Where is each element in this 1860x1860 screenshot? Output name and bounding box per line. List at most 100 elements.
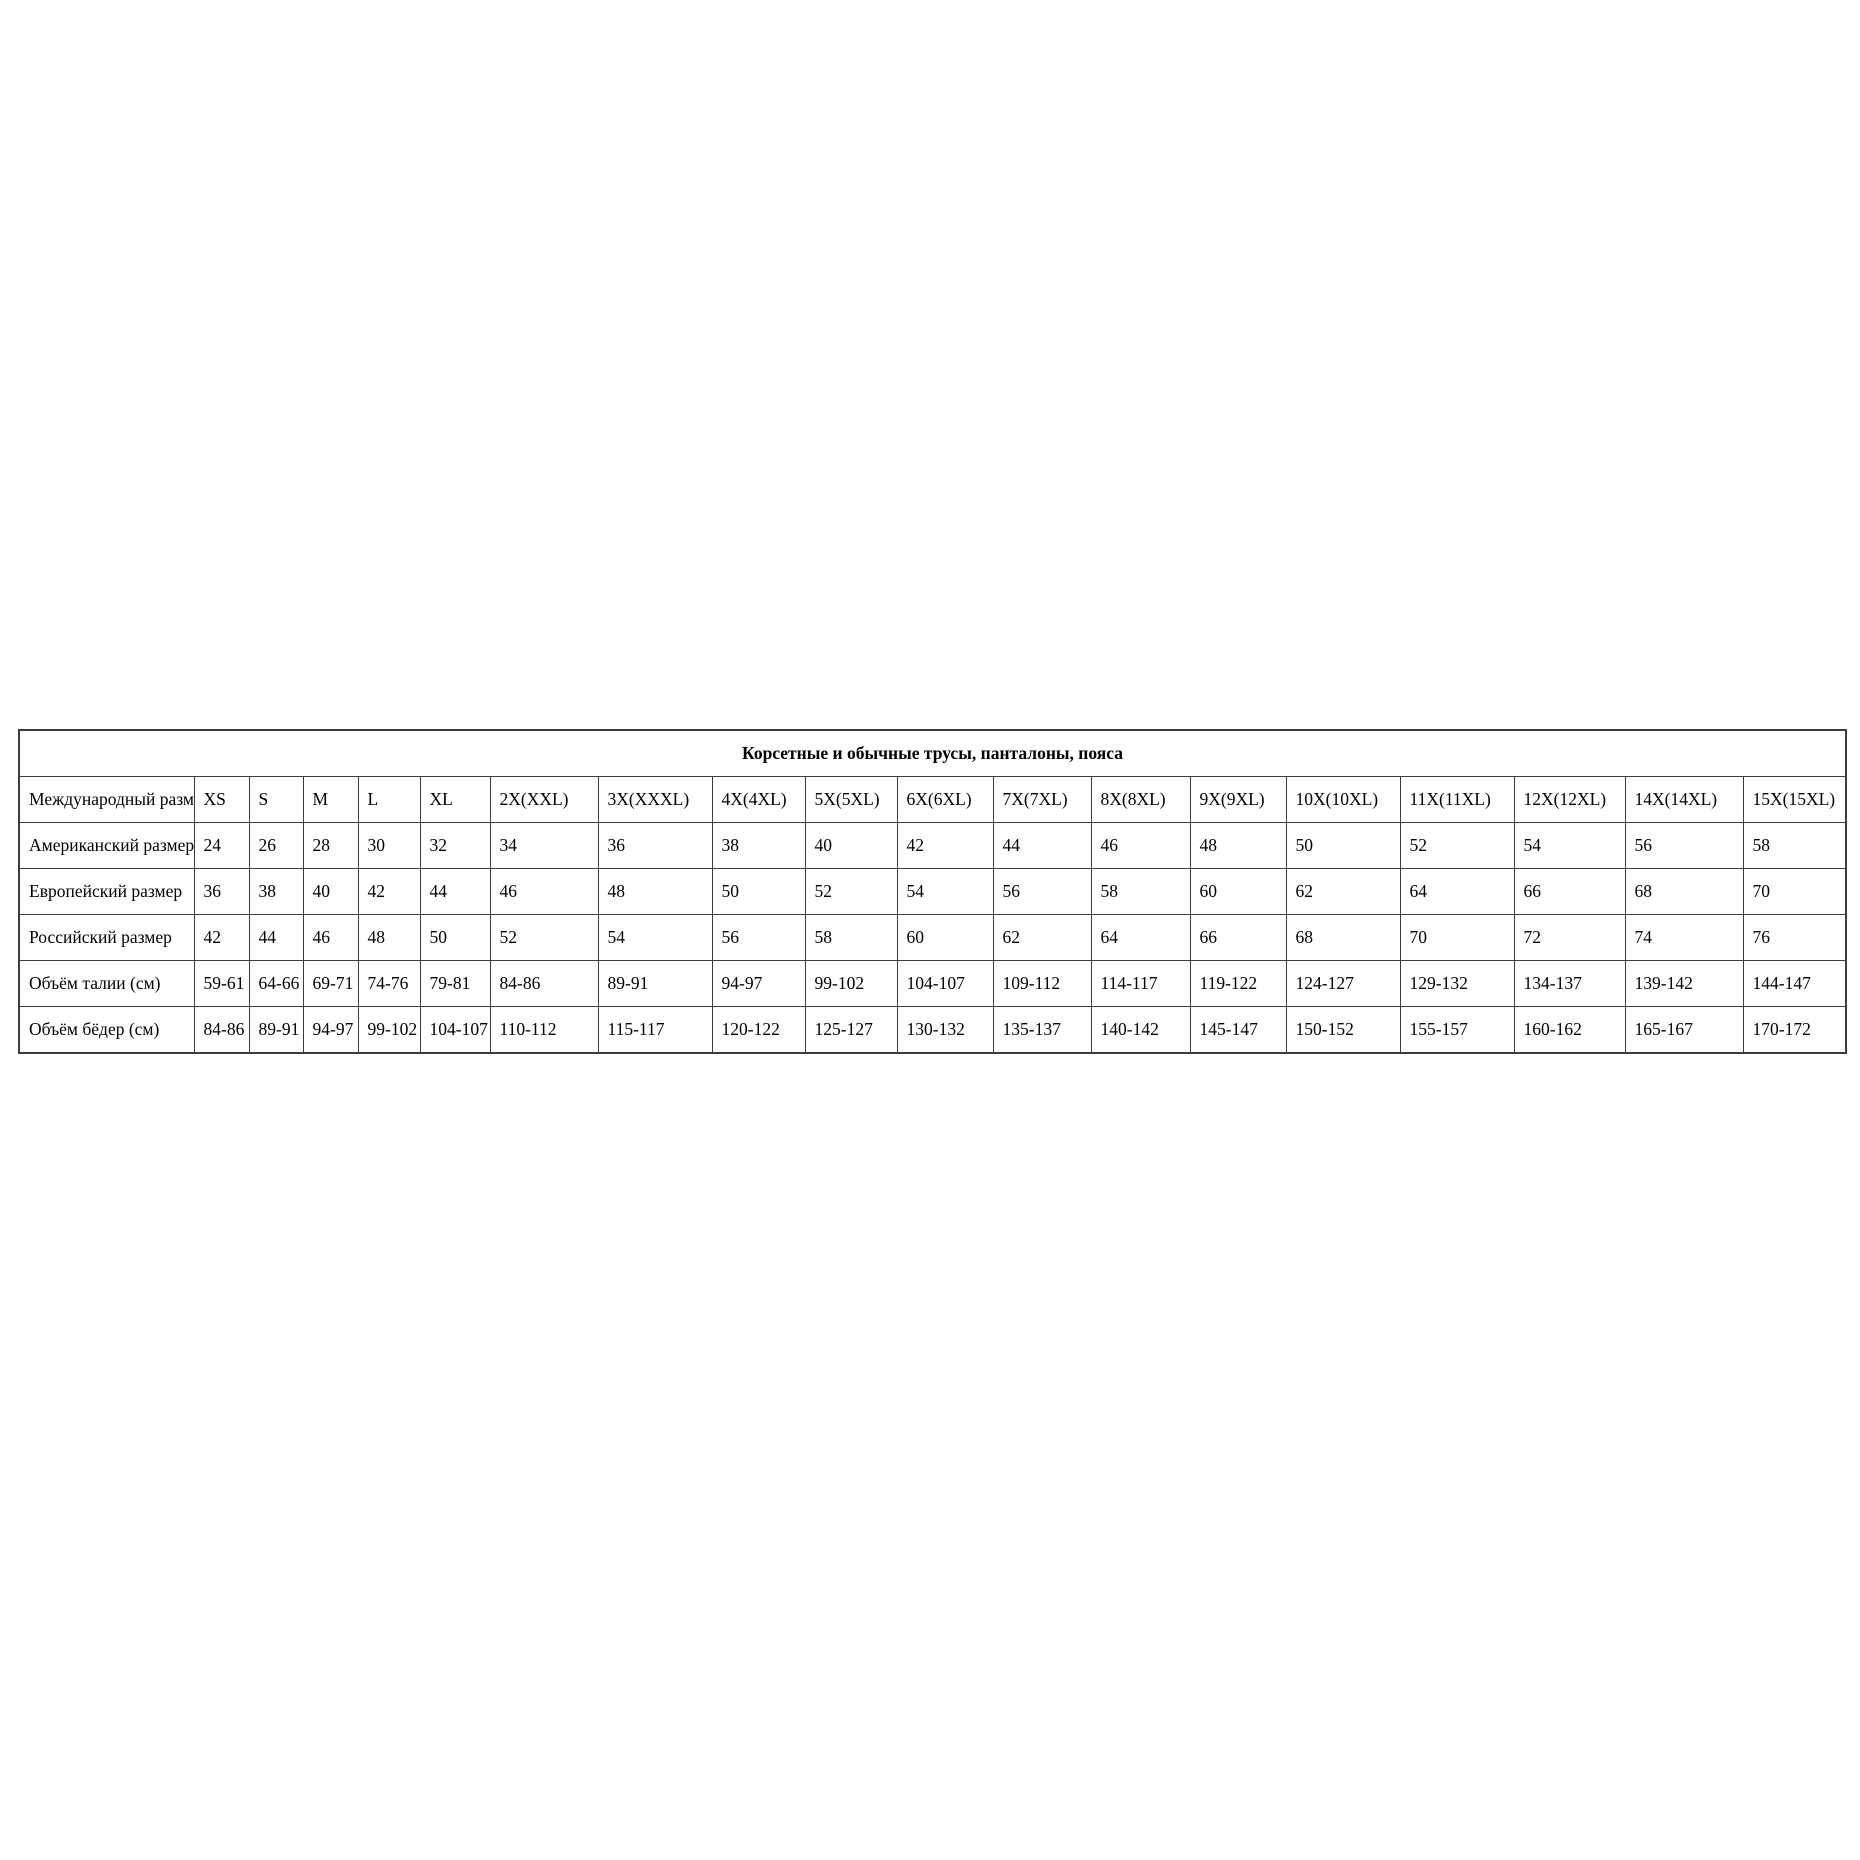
size-value-cell: 36 — [597, 822, 713, 869]
size-value-cell: 28 — [302, 822, 359, 869]
size-value-cell: 62 — [992, 914, 1092, 961]
size-value-cell: 74-76 — [357, 960, 421, 1007]
table-title-row: Корсетные и обычные трусы, панталоны, по… — [18, 729, 1847, 777]
size-value-cell: 52 — [489, 914, 599, 961]
size-value-cell: 58 — [1090, 868, 1191, 915]
table-row: Объём талии (см) 59-61 64-66 69-71 74-76 79-8… — [18, 960, 1847, 1007]
size-value-cell: 36 — [193, 868, 250, 915]
size-value-cell: 2X(XXL) — [489, 776, 599, 823]
size-table-body: Международный размер XS S M L XL 2X(XXL) 3X(XXX… — [18, 776, 1847, 1054]
size-value-cell: 66 — [1513, 868, 1626, 915]
size-value-cell: S — [248, 776, 304, 823]
size-value-cell: 79-81 — [419, 960, 491, 1007]
size-value-cell: 119-122 — [1189, 960, 1287, 1007]
size-value-cell: 150-152 — [1285, 1006, 1401, 1054]
size-value-cell: 54 — [1513, 822, 1626, 869]
size-value-cell: 60 — [1189, 868, 1287, 915]
size-value-cell: 115-117 — [597, 1006, 713, 1054]
size-value-cell: 9X(9XL) — [1189, 776, 1287, 823]
size-value-cell: 134-137 — [1513, 960, 1626, 1007]
table-row: Объём бёдер (см) 84-86 89-91 94-97 99-102 104… — [18, 1006, 1847, 1054]
size-value-cell: 38 — [711, 822, 806, 869]
size-value-cell: 8X(8XL) — [1090, 776, 1191, 823]
size-value-cell: 52 — [1399, 822, 1515, 869]
size-value-cell: 4X(4XL) — [711, 776, 806, 823]
table-row: Российский размер 42 44 46 48 50 52 54 56 58 60 62 6… — [18, 914, 1847, 961]
row-label-cell: Российский размер — [18, 914, 195, 961]
size-value-cell: 32 — [419, 822, 491, 869]
size-value-cell: 145-147 — [1189, 1006, 1287, 1054]
size-value-cell: 120-122 — [711, 1006, 806, 1054]
size-value-cell: 46 — [302, 914, 359, 961]
size-value-cell: 139-142 — [1624, 960, 1744, 1007]
size-value-cell: 170-172 — [1742, 1006, 1847, 1054]
size-value-cell: 64-66 — [248, 960, 304, 1007]
size-value-cell: 68 — [1285, 914, 1401, 961]
size-value-cell: 165-167 — [1624, 1006, 1744, 1054]
size-value-cell: 40 — [804, 822, 898, 869]
size-value-cell: 64 — [1090, 914, 1191, 961]
size-value-cell: 7X(7XL) — [992, 776, 1092, 823]
size-value-cell: 48 — [1189, 822, 1287, 869]
size-value-cell: 114-117 — [1090, 960, 1191, 1007]
size-value-cell: 46 — [1090, 822, 1191, 869]
size-value-cell: 64 — [1399, 868, 1515, 915]
size-value-cell: 44 — [992, 822, 1092, 869]
size-value-cell: 14X(14XL) — [1624, 776, 1744, 823]
size-value-cell: 76 — [1742, 914, 1847, 961]
size-value-cell: 74 — [1624, 914, 1744, 961]
size-value-cell: 72 — [1513, 914, 1626, 961]
size-value-cell: 26 — [248, 822, 304, 869]
size-value-cell: 144-147 — [1742, 960, 1847, 1007]
size-value-cell: 66 — [1189, 914, 1287, 961]
size-value-cell: 15X(15XL) — [1742, 776, 1847, 823]
size-value-cell: 94-97 — [711, 960, 806, 1007]
size-value-cell: 50 — [1285, 822, 1401, 869]
size-value-cell: 6X(6XL) — [896, 776, 994, 823]
table-title: Корсетные и обычные трусы, панталоны, по… — [18, 729, 1847, 777]
size-value-cell: 70 — [1742, 868, 1847, 915]
size-value-cell: 160-162 — [1513, 1006, 1626, 1054]
size-value-cell: 56 — [992, 868, 1092, 915]
size-value-cell: 84-86 — [193, 1006, 250, 1054]
size-value-cell: 34 — [489, 822, 599, 869]
size-value-cell: 140-142 — [1090, 1006, 1191, 1054]
size-value-cell: 155-157 — [1399, 1006, 1515, 1054]
size-value-cell: 84-86 — [489, 960, 599, 1007]
size-value-cell: 56 — [1624, 822, 1744, 869]
size-value-cell: 130-132 — [896, 1006, 994, 1054]
size-value-cell: 42 — [896, 822, 994, 869]
size-value-cell: 69-71 — [302, 960, 359, 1007]
table-row: Американский размер 24 26 28 30 32 34 36 38 40 42 4… — [18, 822, 1847, 869]
size-value-cell: 59-61 — [193, 960, 250, 1007]
size-value-cell: 104-107 — [419, 1006, 491, 1054]
size-value-cell: 3X(XXXL) — [597, 776, 713, 823]
size-value-cell: 99-102 — [804, 960, 898, 1007]
size-value-cell: 42 — [193, 914, 250, 961]
table-row: Европейский размер 36 38 40 42 44 46 48 50 52 54 56… — [18, 868, 1847, 915]
size-value-cell: 24 — [193, 822, 250, 869]
size-value-cell: 38 — [248, 868, 304, 915]
size-value-cell: 110-112 — [489, 1006, 599, 1054]
size-value-cell: 50 — [711, 868, 806, 915]
size-value-cell: 129-132 — [1399, 960, 1515, 1007]
size-value-cell: 89-91 — [597, 960, 713, 1007]
row-label-cell: Американский размер — [18, 822, 195, 869]
size-value-cell: 56 — [711, 914, 806, 961]
size-value-cell: 44 — [419, 868, 491, 915]
size-value-cell: 60 — [896, 914, 994, 961]
size-value-cell: 58 — [1742, 822, 1847, 869]
size-value-cell: 135-137 — [992, 1006, 1092, 1054]
size-chart-table: Корсетные и обычные трусы, панталоны, по… — [18, 729, 1848, 1054]
size-value-cell: 94-97 — [302, 1006, 359, 1054]
size-value-cell: 44 — [248, 914, 304, 961]
table-row: Международный размер XS S M L XL 2X(XXL) 3X(XXX… — [18, 776, 1847, 823]
size-value-cell: 58 — [804, 914, 898, 961]
size-value-cell: 62 — [1285, 868, 1401, 915]
size-value-cell: 54 — [896, 868, 994, 915]
size-value-cell: 48 — [597, 868, 713, 915]
size-value-cell: 46 — [489, 868, 599, 915]
size-value-cell: XS — [193, 776, 250, 823]
size-value-cell: 125-127 — [804, 1006, 898, 1054]
size-value-cell: 40 — [302, 868, 359, 915]
